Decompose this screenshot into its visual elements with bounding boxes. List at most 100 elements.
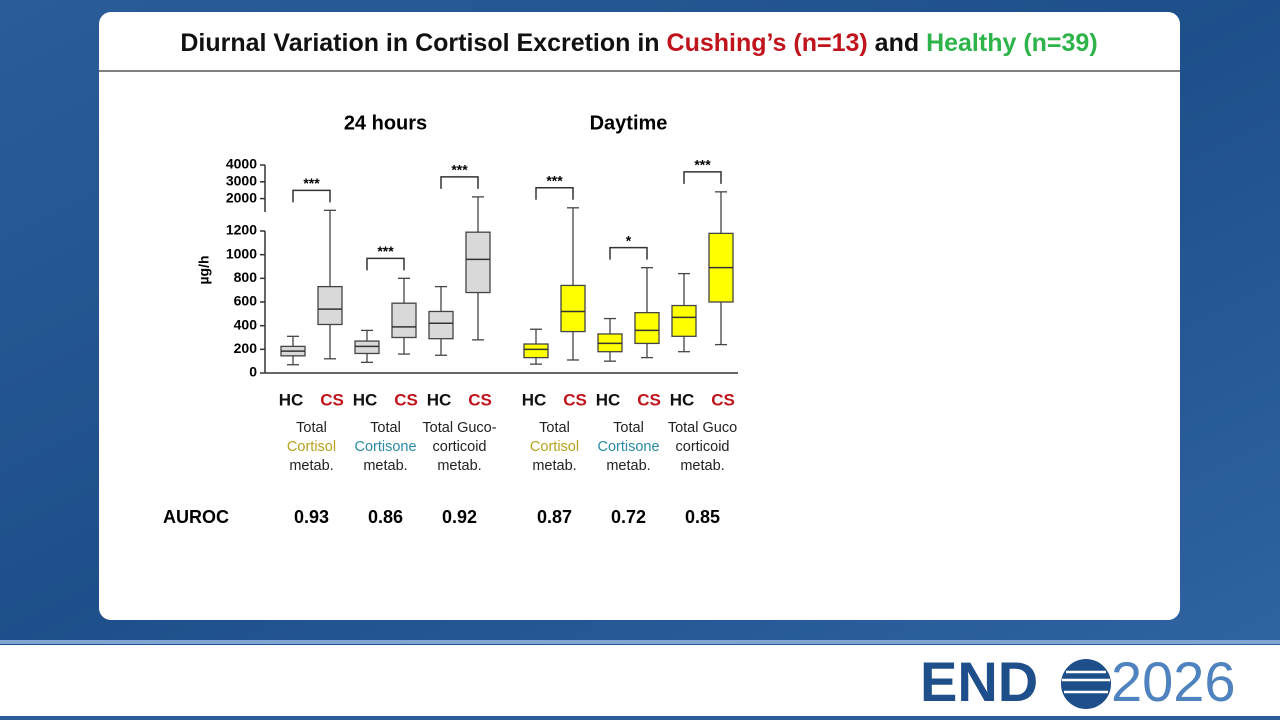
group-label: metab. — [532, 458, 576, 474]
group-label-part: Total Guco — [668, 420, 737, 436]
box — [634, 311, 660, 345]
group-label: Total Guco — [668, 420, 737, 436]
sig-bracket — [609, 246, 648, 260]
group-label-part: Cortisone — [597, 439, 659, 455]
group-label: metab. — [363, 458, 407, 474]
auroc-value: 0.72 — [611, 507, 646, 527]
panel-title: 24 hours — [344, 112, 427, 134]
box-label: HC — [596, 390, 621, 409]
group-label: metab. — [680, 458, 724, 474]
box — [523, 343, 549, 359]
sig-label: *** — [694, 157, 711, 173]
group-label-part: Cortisol — [287, 439, 336, 455]
box — [428, 310, 454, 340]
group-label: Total — [539, 420, 570, 436]
title-part: Healthy (n=39) — [926, 29, 1098, 57]
band-line — [0, 640, 1280, 644]
y-tick-label: 0 — [249, 364, 257, 380]
box — [465, 231, 491, 294]
box — [560, 284, 586, 333]
group-label-part: Total — [370, 420, 401, 436]
y-tick-label: 1000 — [226, 245, 257, 261]
box-label: CS — [711, 390, 735, 409]
sig-label: *** — [303, 175, 320, 191]
box — [391, 302, 417, 339]
group-label-part: corticoid — [676, 439, 730, 455]
logo-left: END — [920, 650, 1038, 713]
group-label: Cortisol — [287, 439, 336, 455]
group-label-part: Cortisone — [354, 439, 416, 455]
box-label: HC — [522, 390, 547, 409]
sig-label: *** — [377, 243, 394, 259]
y-axis-label: µg/h — [196, 255, 212, 284]
auroc-label: AUROC — [163, 507, 229, 527]
y-tick-label: 600 — [234, 293, 258, 309]
group-label: Cortisone — [597, 439, 659, 455]
group-label-part: metab. — [363, 458, 407, 474]
group-label-part: metab. — [437, 458, 481, 474]
group-label-part: metab. — [606, 458, 650, 474]
group-label-part: corticoid — [433, 439, 487, 455]
group-label: Total Guco- — [422, 420, 496, 436]
auroc-value: 0.86 — [368, 507, 403, 527]
y2-tick-label: 4000 — [226, 156, 257, 172]
group-label: Cortisol — [530, 439, 579, 455]
footer-line — [0, 716, 1280, 720]
box — [671, 304, 697, 337]
y2-tick-label: 3000 — [226, 172, 257, 188]
auroc-value: 0.93 — [294, 507, 329, 527]
group-label-part: Total — [613, 420, 644, 436]
group-label-part: Total Guco- — [422, 420, 496, 436]
group-label-part: Total — [296, 420, 327, 436]
group-label: Total — [613, 420, 644, 436]
box-label: HC — [670, 390, 695, 409]
box — [317, 285, 343, 326]
auroc-value: 0.87 — [537, 507, 572, 527]
y-tick-label: 400 — [234, 316, 258, 332]
y-tick-label: 1200 — [226, 222, 257, 238]
sig-bracket — [292, 189, 331, 203]
box-label: CS — [563, 390, 587, 409]
title-part: Diurnal Variation in Cortisol Excretion … — [180, 29, 666, 57]
group-label-part: metab. — [532, 458, 576, 474]
logo-right: 2026 — [1111, 650, 1236, 713]
box-label: HC — [279, 390, 304, 409]
box-label: CS — [637, 390, 661, 409]
sig-bracket — [535, 187, 574, 200]
box-label: CS — [320, 390, 344, 409]
sig-bracket — [683, 171, 722, 184]
sig-label: * — [626, 232, 632, 248]
sig-bracket — [440, 176, 479, 189]
group-label: Cortisone — [354, 439, 416, 455]
panel-title: Daytime — [590, 112, 668, 134]
box-label: HC — [353, 390, 378, 409]
group-label: Total — [296, 420, 327, 436]
box-label: CS — [468, 390, 492, 409]
box-label: CS — [394, 390, 418, 409]
title-part: and — [868, 29, 926, 57]
group-label: corticoid — [433, 439, 487, 455]
group-label-part: Total — [539, 420, 570, 436]
y-tick-label: 200 — [234, 340, 258, 356]
y2-tick-label: 2000 — [226, 189, 257, 205]
sig-label: *** — [546, 173, 563, 189]
group-label: corticoid — [676, 439, 730, 455]
group-label-part: Cortisol — [530, 439, 579, 455]
group-label: metab. — [606, 458, 650, 474]
logo-globe — [1061, 659, 1111, 709]
group-label: metab. — [437, 458, 481, 474]
group-label-part: metab. — [680, 458, 724, 474]
box-label: HC — [427, 390, 452, 409]
group-label: Total — [370, 420, 401, 436]
slide-title: Diurnal Variation in Cortisol Excretion … — [180, 29, 1097, 57]
group-label-part: metab. — [289, 458, 333, 474]
auroc-value: 0.92 — [442, 507, 477, 527]
box — [354, 340, 380, 355]
y-tick-label: 800 — [234, 269, 258, 285]
auroc-value: 0.85 — [685, 507, 720, 527]
title-part: Cushing’s (n=13) — [667, 29, 868, 57]
sig-bracket — [366, 257, 405, 271]
